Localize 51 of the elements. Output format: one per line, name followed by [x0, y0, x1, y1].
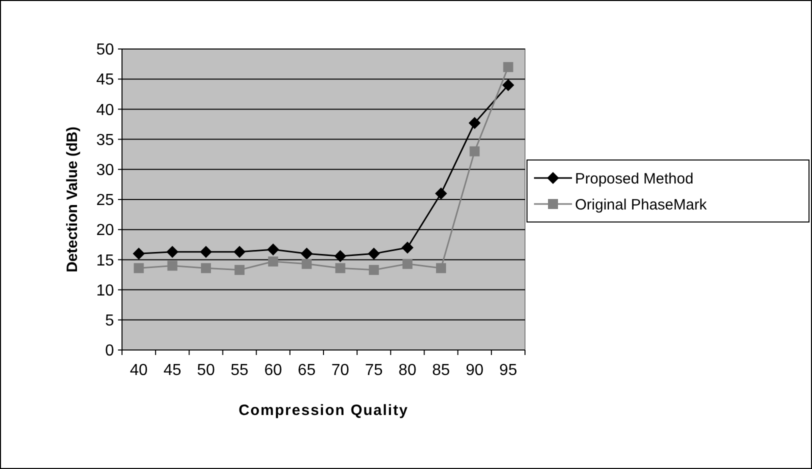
- point: [234, 264, 245, 275]
- x-tick-label: 45: [163, 362, 182, 379]
- x-tick-label: 75: [364, 362, 383, 379]
- x-tick-label: 85: [432, 362, 450, 379]
- point: [468, 117, 481, 130]
- legend-label: Proposed Method: [575, 170, 694, 188]
- point: [200, 263, 211, 274]
- point: [134, 263, 144, 274]
- x-tick-label: 95: [499, 362, 518, 379]
- y-tick-label: 5: [105, 312, 114, 330]
- x-tick-label: 60: [264, 362, 282, 379]
- y-tick-label: 40: [96, 102, 114, 119]
- y-tick-label: 45: [96, 72, 114, 89]
- point: [300, 248, 313, 260]
- x-axis-title: Compression Quality: [238, 402, 408, 419]
- x-tick-label: 65: [298, 362, 316, 379]
- point: [335, 263, 346, 274]
- x-tick-label: 40: [130, 362, 148, 379]
- point: [166, 246, 178, 258]
- point: [167, 260, 178, 271]
- y-tick-label: 35: [96, 132, 114, 149]
- y-tick-label: 30: [96, 162, 114, 179]
- y-tick-label: 20: [96, 222, 114, 240]
- point: [436, 263, 446, 274]
- point: [503, 62, 514, 72]
- point: [234, 246, 246, 258]
- point: [132, 248, 145, 260]
- point: [268, 256, 278, 267]
- point: [502, 79, 514, 92]
- x-tick-label: 55: [230, 362, 249, 379]
- point: [368, 248, 380, 260]
- point: [368, 264, 379, 275]
- point: [302, 258, 312, 269]
- x-tick-label: 90: [466, 362, 484, 379]
- x-tick-label: 70: [331, 362, 350, 379]
- y-tick-label: 25: [96, 192, 114, 210]
- y-tick-label: 0: [105, 342, 114, 360]
- y-axis-title: Detection Value (dB): [64, 126, 81, 272]
- point: [401, 242, 414, 254]
- x-tick-label: 50: [197, 362, 215, 379]
- y-tick-label: 15: [96, 252, 114, 270]
- point: [267, 243, 280, 256]
- point: [402, 258, 412, 269]
- point: [200, 246, 212, 258]
- x-tick-label: 80: [398, 362, 416, 379]
- point: [334, 250, 346, 262]
- y-tick-label: 10: [96, 282, 114, 300]
- y-tick-label: 50: [96, 42, 114, 59]
- point: [435, 187, 448, 200]
- legend-label: Original PhaseMark: [575, 196, 708, 214]
- point: [470, 146, 480, 156]
